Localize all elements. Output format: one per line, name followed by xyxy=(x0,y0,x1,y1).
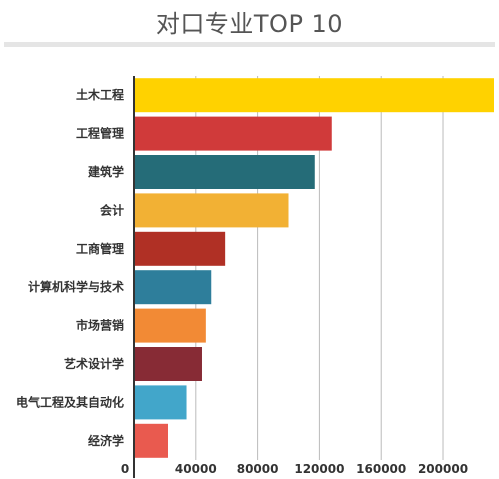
bar xyxy=(135,193,289,228)
x-tick-label: 120000 xyxy=(294,462,344,476)
x-tick-label: 0 xyxy=(121,462,129,476)
category-label: 工程管理 xyxy=(76,126,124,141)
chart-title: 对口专业TOP 10 xyxy=(155,10,344,38)
title-divider xyxy=(4,42,495,47)
bar xyxy=(135,308,206,343)
x-tick-label: 40000 xyxy=(175,462,217,476)
bar xyxy=(135,347,202,381)
x-tick-label: 80000 xyxy=(237,462,279,476)
x-tick-labels: 0 40000 80000 120000 160000 200000 xyxy=(121,462,468,476)
bar xyxy=(135,116,332,151)
bar xyxy=(135,231,226,266)
category-label: 计算机科学与技术 xyxy=(28,279,124,294)
bar xyxy=(135,155,315,189)
category-labels: 土木工程工程管理建筑学会计工商管理计算机科学与技术市场营销艺术设计学电气工程及其… xyxy=(16,87,124,448)
category-label: 建筑学 xyxy=(87,164,124,179)
bars xyxy=(135,78,494,458)
category-label: 市场营销 xyxy=(76,318,124,333)
bar xyxy=(135,270,212,305)
category-label: 土木工程 xyxy=(76,87,124,102)
category-label: 艺术设计学 xyxy=(64,356,124,371)
category-label: 会计 xyxy=(100,202,124,217)
bar xyxy=(135,385,187,420)
x-tick-label: 160000 xyxy=(356,462,406,476)
x-tick-label: 200000 xyxy=(418,462,468,476)
category-label: 经济学 xyxy=(88,433,124,448)
category-label: 工商管理 xyxy=(76,241,124,256)
category-label: 电气工程及其自动化 xyxy=(16,394,124,409)
bar xyxy=(135,78,494,113)
bar xyxy=(135,423,168,458)
